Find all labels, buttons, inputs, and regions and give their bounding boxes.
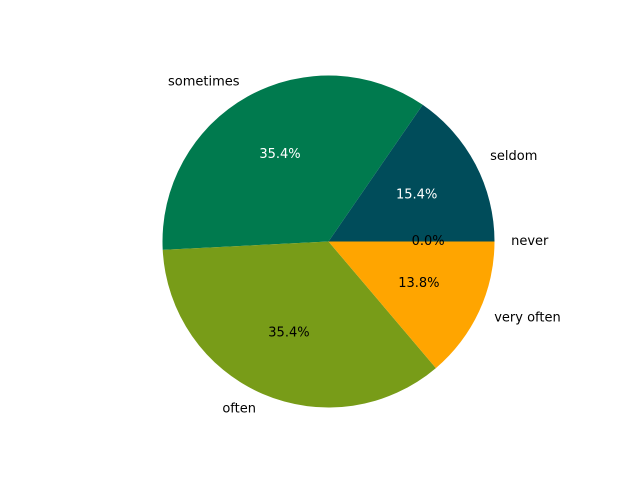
percent-label-sometimes: 35.4% (259, 147, 300, 162)
labels-layer: never 0.0% seldom 15.4% sometimes 35.4% often 3… (168, 75, 561, 417)
percent-label-very-often: 13.8% (398, 276, 439, 291)
slice-often (162, 241, 436, 408)
percent-label-seldom: 15.4% (396, 188, 437, 203)
percent-label-never: 0.0% (412, 234, 445, 249)
slice-label-never: never (511, 234, 549, 249)
percent-label-often: 35.4% (268, 325, 309, 340)
slice-label-seldom: seldom (490, 149, 537, 164)
slice-label-often: often (222, 402, 256, 417)
slices-layer (162, 75, 495, 408)
slice-sometimes (162, 75, 423, 250)
slice-seldom (328, 104, 495, 242)
slice-label-very-often: very often (494, 311, 561, 326)
slice-very-often (328, 241, 495, 369)
slice-label-sometimes: sometimes (168, 75, 240, 90)
